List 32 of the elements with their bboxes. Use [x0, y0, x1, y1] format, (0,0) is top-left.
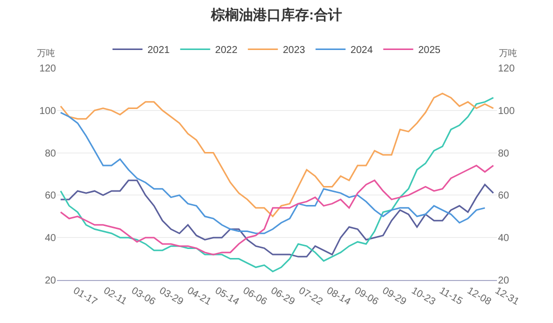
legend-label: 2022: [215, 45, 238, 56]
x-tick-label: 11-15: [437, 285, 465, 308]
y-tick-label: 60: [44, 190, 56, 202]
y-tick-label: 40: [44, 233, 56, 244]
legend-label: 2021: [148, 45, 170, 56]
y-tick-label: 80: [44, 148, 56, 160]
y2-tick-label: 40: [498, 233, 510, 244]
x-tick-label: 01-17: [71, 285, 100, 308]
y-axis-title: 万吨: [37, 48, 55, 58]
y-tick-label: 20: [44, 276, 56, 286]
x-tick-label: 10-23: [409, 285, 438, 308]
y2-tick-label: 80: [498, 148, 510, 160]
line-series: [60, 92, 494, 218]
legend-label: 2024: [350, 45, 374, 56]
y2-tick-label: 100: [498, 106, 516, 117]
y-tick-label: 120: [39, 64, 56, 74]
x-tick-label: 09-29: [380, 285, 408, 308]
y-tick-label: 100: [39, 106, 56, 117]
chart-title: 棕榈油港口库存:合计: [210, 6, 342, 22]
y2-axis-title: 万吨: [499, 48, 517, 58]
legend-label: 2023: [282, 45, 306, 56]
y2-tick-label: 60: [498, 190, 510, 202]
y2-tick-label: 20: [498, 276, 510, 286]
line-series: [60, 112, 486, 234]
line-series: [60, 96, 494, 272]
x-tick-label: 03-29: [157, 285, 186, 308]
y2-tick-label: 120: [498, 64, 516, 74]
line-series: [60, 180, 494, 258]
legend-label: 2025: [418, 45, 441, 56]
x-tick-label: 06-29: [268, 285, 297, 308]
x-tick-label: 12-08: [465, 285, 494, 308]
line-series: [60, 164, 494, 256]
